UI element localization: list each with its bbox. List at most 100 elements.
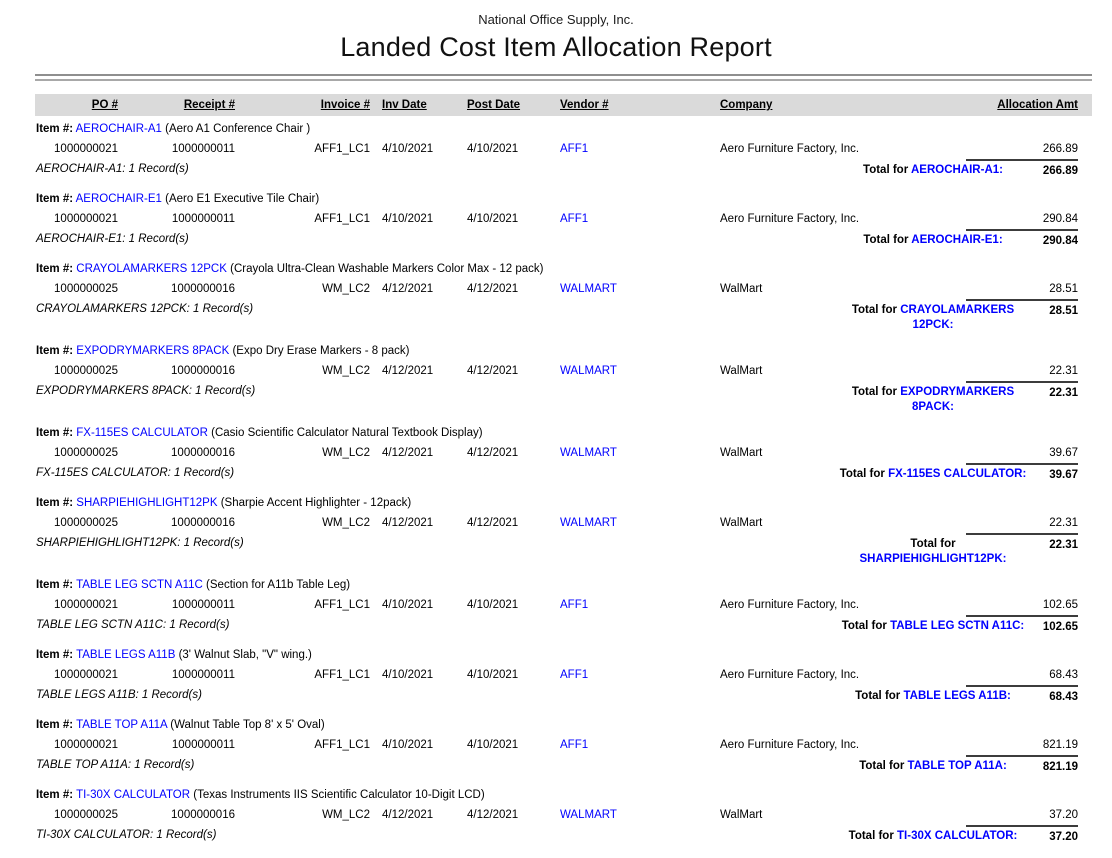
vendor-code-link[interactable]: WALMART: [560, 809, 617, 821]
column-header-vendor: Vendor #: [560, 99, 609, 111]
item-code-link[interactable]: SHARPIEHIGHLIGHT12PK: [76, 497, 218, 509]
column-header-post-date: Post Date: [467, 99, 521, 111]
group-total-label: Total for TABLE TOP A11A:: [813, 755, 1053, 774]
receipt-number: 1000000011: [171, 213, 235, 225]
item-description: (Sharpie Accent Highlighter - 12pack): [220, 497, 412, 509]
total-item-code-line2: 12PCK:: [912, 319, 954, 331]
group-total-amount: 821.19: [966, 755, 1078, 777]
allocation-amount: 22.31: [1049, 365, 1078, 377]
group-footer: TI-30X CALCULATOR: 1 Record(s) Total for…: [36, 825, 1078, 847]
vendor-company-name: WalMart: [720, 283, 763, 295]
item-header-line: Item #: TABLE TOP A11A (Walnut Table Top…: [36, 715, 1112, 735]
vendor-company-name: WalMart: [720, 365, 763, 377]
invoice-date: 4/10/2021: [382, 599, 434, 611]
allocation-row: 1000000021 1000000011 AFF1_LC1 4/10/2021…: [36, 665, 1078, 685]
total-item-code: AEROCHAIR-E1:: [911, 234, 1003, 246]
vendor-code-link[interactable]: AFF1: [560, 213, 589, 225]
group-footer: FX-115ES CALCULATOR: 1 Record(s) Total f…: [36, 463, 1078, 485]
invoice-date: 4/12/2021: [382, 447, 434, 459]
po-number: 1000000021: [54, 213, 118, 225]
record-count-text: SHARPIEHIGHLIGHT12PK: 1 Record(s): [36, 537, 244, 549]
item-code-link[interactable]: TABLE LEG SCTN A11C: [76, 579, 203, 591]
total-item-code: TI-30X CALCULATOR:: [897, 830, 1018, 842]
allocation-row: 1000000021 1000000011 AFF1_LC1 4/10/2021…: [36, 209, 1078, 229]
vendor-code-link[interactable]: WALMART: [560, 447, 617, 459]
item-code-link[interactable]: FX-115ES CALCULATOR: [76, 427, 208, 439]
item-group: Item #: TI-30X CALCULATOR (Texas Instrum…: [0, 785, 1112, 847]
item-number-label: Item #:: [36, 497, 74, 509]
item-code-link[interactable]: TI-30X CALCULATOR: [76, 789, 191, 801]
record-count-text: TABLE LEG SCTN A11C: 1 Record(s): [36, 619, 230, 631]
total-item-code: AEROCHAIR-A1:: [910, 164, 1003, 176]
item-description: (Texas Instruments IIS Scientific Calcul…: [193, 789, 485, 801]
record-count-text: AEROCHAIR-E1: 1 Record(s): [36, 233, 189, 245]
item-group: Item #: EXPODRYMARKERS 8PACK (Expo Dry E…: [0, 341, 1112, 415]
column-header-inv-date: Inv Date: [382, 99, 427, 111]
group-footer: TABLE LEGS A11B: 1 Record(s) Total for T…: [36, 685, 1078, 707]
vendor-code-link[interactable]: AFF1: [560, 739, 589, 751]
receipt-number: 1000000016: [171, 447, 235, 459]
item-description: (Section for A11b Table Leg): [206, 579, 351, 591]
allocation-amount: 821.19: [1042, 739, 1078, 751]
item-code-link[interactable]: AEROCHAIR-E1: [75, 193, 162, 205]
vendor-company-name: Aero Furniture Factory, Inc.: [720, 213, 860, 225]
allocation-amount: 266.89: [1042, 143, 1078, 155]
po-number: 1000000021: [54, 669, 118, 681]
item-group: Item #: CRAYOLAMARKERS 12PCK (Crayola Ul…: [0, 259, 1112, 333]
allocation-row: 1000000021 1000000011 AFF1_LC1 4/10/2021…: [36, 735, 1078, 755]
vendor-company-name: WalMart: [720, 447, 763, 459]
invoice-date: 4/10/2021: [382, 143, 434, 155]
record-count-text: FX-115ES CALCULATOR: 1 Record(s): [36, 467, 235, 479]
item-number-label: Item #:: [36, 123, 74, 135]
group-footer: SHARPIEHIGHLIGHT12PK: 1 Record(s) Total …: [36, 533, 1078, 567]
total-item-code: TABLE TOP A11A:: [907, 760, 1007, 772]
total-for-label: Total for: [841, 620, 887, 632]
invoice-number: WM_LC2: [322, 809, 370, 821]
group-total-label: Total for AEROCHAIR-E1:: [813, 229, 1053, 248]
group-footer: EXPODRYMARKERS 8PACK: 1 Record(s) Total …: [36, 381, 1078, 415]
item-description: (Casio Scientific Calculator Natural Tex…: [211, 427, 483, 439]
post-date: 4/10/2021: [467, 213, 519, 225]
vendor-code-link[interactable]: AFF1: [560, 599, 589, 611]
total-for-label: Total for: [839, 468, 885, 480]
group-total-label: Total for TABLE LEG SCTN A11C:: [813, 615, 1053, 634]
allocation-amount: 39.67: [1049, 447, 1078, 459]
group-total-label: Total for FX-115ES CALCULATOR:: [813, 463, 1053, 482]
item-description: (Aero A1 Conference Chair ): [165, 123, 311, 135]
vendor-company-name: WalMart: [720, 517, 763, 529]
group-total-label: Total for TABLE LEGS A11B:: [813, 685, 1053, 704]
item-header-line: Item #: TABLE LEGS A11B (3' Walnut Slab,…: [36, 645, 1112, 665]
total-item-code: CRAYOLAMARKERS: [900, 304, 1015, 316]
post-date: 4/12/2021: [467, 809, 519, 821]
column-header-band: PO # Receipt # Invoice # Inv Date Post D…: [35, 94, 1092, 116]
vendor-code-link[interactable]: AFF1: [560, 143, 589, 155]
group-footer: TABLE TOP A11A: 1 Record(s) Total for TA…: [36, 755, 1078, 777]
group-total-amount: 290.84: [966, 229, 1078, 251]
item-code-link[interactable]: TABLE TOP A11A: [76, 719, 168, 731]
vendor-company-name: Aero Furniture Factory, Inc.: [720, 739, 860, 751]
invoice-date: 4/12/2021: [382, 517, 434, 529]
receipt-number: 1000000016: [171, 517, 235, 529]
allocation-amount: 22.31: [1049, 517, 1078, 529]
report-body: Item #: AEROCHAIR-A1 (Aero A1 Conference…: [0, 119, 1112, 847]
vendor-code-link[interactable]: WALMART: [560, 517, 617, 529]
group-total-label: Total for TI-30X CALCULATOR:: [813, 825, 1053, 844]
item-code-link[interactable]: AEROCHAIR-A1: [75, 123, 162, 135]
record-count-text: AEROCHAIR-A1: 1 Record(s): [36, 163, 189, 175]
item-code-link[interactable]: TABLE LEGS A11B: [76, 649, 176, 661]
total-for-label: Total for: [863, 164, 909, 176]
total-for-label: Total for: [855, 690, 901, 702]
item-code-link[interactable]: EXPODRYMARKERS 8PACK: [76, 345, 230, 357]
item-header-line: Item #: CRAYOLAMARKERS 12PCK (Crayola Ul…: [36, 259, 1112, 279]
vendor-company-name: Aero Furniture Factory, Inc.: [720, 669, 860, 681]
vendor-code-link[interactable]: WALMART: [560, 365, 617, 377]
vendor-code-link[interactable]: WALMART: [560, 283, 617, 295]
item-code-link[interactable]: CRAYOLAMARKERS 12PCK: [76, 263, 227, 275]
total-for-label: Total for: [863, 234, 909, 246]
item-number-label: Item #:: [36, 193, 74, 205]
po-number: 1000000025: [54, 809, 118, 821]
record-count-text: TABLE TOP A11A: 1 Record(s): [36, 759, 195, 771]
column-header-company: Company: [720, 99, 773, 111]
group-total-amount: 22.31: [966, 533, 1078, 555]
vendor-code-link[interactable]: AFF1: [560, 669, 589, 681]
